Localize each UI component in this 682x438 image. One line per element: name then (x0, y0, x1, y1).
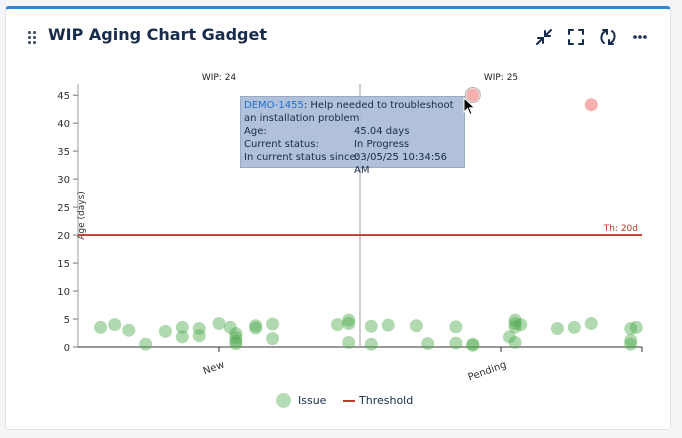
issue-point (212, 316, 226, 330)
tooltip-row-status: Current status: In Progress (244, 138, 461, 151)
issue-point (342, 336, 356, 350)
tooltip-label: Age: (244, 126, 267, 137)
issue-point (192, 322, 206, 336)
fullscreen-icon (568, 29, 584, 45)
issue-point (342, 316, 356, 330)
tooltip-value: In Progress (354, 139, 410, 150)
issue-point (229, 330, 243, 344)
issue-point (508, 313, 522, 327)
more-icon (633, 35, 647, 39)
fullscreen-button[interactable] (565, 26, 587, 48)
issue-tooltip: DEMO-1455: Help needed to troubleshoot a… (240, 96, 465, 176)
issue-point (364, 319, 378, 333)
tooltip-label: In current status since: (244, 152, 359, 163)
tooltip-label: Current status: (244, 139, 319, 150)
issue-point (508, 336, 522, 350)
issue-point (330, 318, 344, 332)
issue-point (342, 313, 356, 327)
issue-point (567, 320, 581, 334)
y-tick-label: 20 (57, 231, 70, 242)
legend-threshold-marker (343, 400, 355, 402)
issue-point (108, 318, 122, 332)
minimize-button[interactable] (533, 26, 555, 48)
issue-point (266, 317, 280, 331)
issue-point (508, 316, 522, 330)
issue-point (266, 332, 280, 346)
issue-point (449, 336, 463, 350)
y-tick-label: 45 (57, 91, 70, 102)
wip-count-label: WIP: 24 (202, 73, 237, 83)
tooltip-summary: : Help needed to troubleshoot an install… (244, 100, 454, 124)
issue-point (229, 337, 243, 351)
issue-point (249, 321, 263, 335)
threshold-label: Th: 20d (603, 224, 638, 234)
y-tick-label: 35 (57, 147, 70, 158)
wip-aging-gadget: WIP Aging Chart Gadget (5, 6, 671, 430)
y-tick-label: 40 (57, 119, 70, 130)
chart-legend: Issue Threshold (6, 392, 670, 412)
y-tick-label: 10 (57, 287, 70, 298)
issue-point (466, 338, 480, 352)
y-tick-label: 5 (64, 315, 70, 326)
issue-point (409, 319, 423, 333)
issue-point (192, 329, 206, 343)
issue-point (229, 334, 243, 348)
issue-point (94, 320, 108, 334)
tooltip-value: 45.04 days (354, 126, 410, 137)
refresh-button[interactable] (597, 26, 619, 48)
issue-point-highlighted (466, 88, 480, 102)
issue-point (364, 337, 378, 351)
issue-point (449, 320, 463, 334)
issue-point (139, 337, 153, 351)
issue-point (175, 320, 189, 334)
issue-point (502, 330, 516, 344)
legend-threshold-label: Threshold (359, 394, 414, 407)
issue-point (223, 320, 237, 334)
issue-point (421, 337, 435, 351)
issue-point (175, 330, 189, 344)
tooltip-row-since: In current status since: 03/05/25 10:34:… (244, 151, 461, 176)
issue-point (466, 337, 480, 351)
issue-point (629, 320, 643, 334)
tooltip-value: 03/05/25 10:34:56 AM (354, 152, 448, 176)
minimize-icon (536, 29, 552, 45)
legend-item-issue[interactable]: Issue (276, 392, 346, 412)
issue-point (158, 324, 172, 338)
issue-point (624, 322, 638, 336)
x-category-label: New (202, 359, 226, 377)
issue-point (508, 320, 522, 334)
legend-issue-marker (276, 393, 291, 408)
x-category-label: Pending (467, 359, 508, 383)
issue-point (624, 337, 638, 351)
issue-point (624, 333, 638, 347)
legend-issue-label: Issue (298, 394, 327, 407)
issue-point (514, 318, 528, 332)
gadget-header: WIP Aging Chart Gadget (6, 9, 670, 61)
issue-point (229, 327, 243, 341)
mouse-cursor-icon (463, 97, 476, 116)
y-tick-label: 30 (57, 175, 70, 186)
y-tick-label: 15 (57, 259, 70, 270)
y-tick-label: 25 (57, 203, 70, 214)
issue-point (550, 322, 564, 336)
issue-point (584, 316, 598, 330)
more-button[interactable] (629, 26, 651, 48)
tooltip-issue-key[interactable]: DEMO-1455 (244, 100, 304, 111)
y-tick-label: 0 (64, 343, 70, 354)
gadget-title: WIP Aging Chart Gadget (48, 25, 268, 44)
issue-point (122, 323, 136, 337)
legend-item-threshold[interactable]: Threshold (343, 392, 433, 412)
wip-aging-chart: 0 5 10 15 20 25 30 35 40 45 Age (days) New WIP: 24 Pe… (57, 73, 643, 383)
drag-handle-icon[interactable] (28, 31, 38, 45)
issue-point (381, 318, 395, 332)
tooltip-row-age: Age: 45.04 days (244, 125, 461, 138)
hovered-point-ring (464, 86, 481, 103)
issue-point-highlighted (584, 98, 598, 112)
wip-count-label: WIP: 25 (484, 73, 518, 83)
y-axis-label: Age (days) (77, 191, 87, 240)
issue-point (249, 319, 263, 333)
refresh-icon (600, 29, 616, 45)
